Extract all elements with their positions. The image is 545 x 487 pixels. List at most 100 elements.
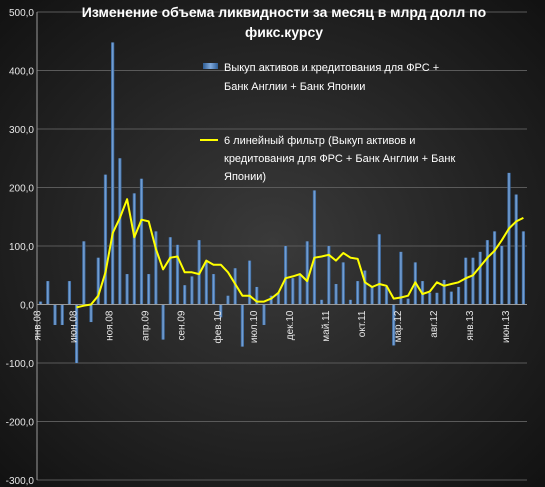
legend-bar-label: Выкуп активов и кредитования для ФРС +	[224, 62, 439, 74]
tick-labels: -300,0 -200,0 -100,0 0,0 100,0 200,0 300,0 400,…	[6, 8, 512, 487]
data-bar	[283, 246, 288, 305]
y-tick-label: 0,0	[20, 301, 34, 312]
data-bar	[183, 285, 187, 305]
data-bar	[211, 274, 216, 305]
y-tick-label: 200,0	[9, 184, 34, 195]
data-bar	[485, 240, 489, 305]
x-tick-label: май.11	[321, 310, 332, 342]
x-tick-label: фев.10	[212, 310, 224, 343]
data-bar	[233, 268, 237, 305]
x-tick-label: апр.09	[141, 310, 152, 341]
x-tick-label: окт.11	[357, 310, 368, 337]
y-tick-label: 400,0	[9, 67, 34, 78]
data-bar	[392, 304, 396, 346]
line-series	[76, 198, 524, 309]
data-bar	[168, 237, 172, 305]
data-bar	[67, 281, 72, 305]
data-bar	[154, 231, 158, 305]
data-bar	[514, 194, 518, 305]
data-bar	[370, 286, 374, 305]
data-bar	[298, 275, 302, 305]
x-tick-label: сен.09	[177, 310, 188, 340]
legend-bar-label: Банк Англии + Банк Японии	[224, 81, 365, 93]
data-bar	[521, 231, 526, 305]
data-bar	[46, 281, 50, 305]
data-bar	[464, 257, 468, 305]
data-bar	[103, 174, 108, 305]
data-bar	[471, 257, 475, 305]
data-bar	[75, 304, 79, 363]
data-bar	[96, 257, 100, 305]
data-bar	[82, 241, 86, 305]
x-tick-label: июн.08	[69, 310, 80, 343]
data-bar	[139, 178, 144, 305]
legend: Выкуп активов и кредитования для ФРС + Б…	[200, 62, 455, 183]
data-bar	[291, 278, 295, 305]
x-tick-label: мар.12	[393, 310, 404, 342]
data-bar	[247, 260, 252, 305]
chart-title-line: Изменение объема ликвидности за месяц в …	[82, 4, 486, 20]
data-bar	[147, 274, 151, 305]
x-tick-label: июл.10	[249, 310, 260, 343]
data-bar	[60, 304, 64, 325]
x-tick-label: авг.12	[429, 310, 440, 338]
y-tick-label: -200,0	[6, 418, 35, 429]
data-bar	[478, 251, 482, 305]
data-bar	[125, 274, 129, 305]
data-bar	[334, 284, 338, 305]
x-tick-label: янв.13	[465, 310, 476, 341]
data-bar	[442, 279, 446, 305]
data-bar	[428, 292, 432, 305]
data-bar	[377, 234, 381, 305]
legend-bar-swatch	[203, 63, 218, 69]
x-tick-label: ноя.08	[105, 310, 116, 341]
data-bar	[507, 172, 511, 305]
data-bar	[341, 262, 345, 305]
legend-line-label: Японии)	[224, 171, 266, 183]
data-bar	[399, 251, 403, 305]
legend-line-label: кредитования для ФРС + Банк Англии + Бан…	[224, 153, 455, 165]
data-bar	[269, 295, 273, 305]
data-bar	[190, 276, 194, 305]
moving-average-line	[76, 198, 524, 309]
data-bar	[38, 301, 43, 305]
chart-title: Изменение объема ликвидности за месяц в …	[82, 4, 486, 40]
x-tick-label: дек.10	[285, 310, 296, 340]
data-bar	[384, 286, 389, 305]
data-bar	[161, 304, 165, 340]
data-bar	[456, 286, 461, 305]
data-bar	[132, 193, 136, 305]
y-tick-label: 500,0	[9, 8, 34, 19]
data-bar	[262, 304, 266, 325]
y-tick-label: -300,0	[6, 476, 35, 487]
data-bar	[89, 304, 93, 323]
data-bar	[204, 262, 208, 305]
x-tick-label: июн.13	[501, 310, 512, 343]
data-bar	[240, 304, 244, 347]
data-bar	[305, 241, 309, 305]
bar-series	[38, 42, 526, 363]
data-bar	[226, 295, 230, 305]
axes	[36, 12, 527, 480]
data-bar	[492, 231, 497, 305]
chart-title-line: фикс.курсу	[245, 24, 323, 40]
data-bar	[53, 304, 57, 325]
data-bar	[312, 190, 317, 305]
data-bar	[111, 42, 115, 305]
data-bar	[406, 298, 410, 305]
y-tick-label: 100,0	[9, 242, 34, 253]
legend-line-label: 6 линейный фильтр (Выкуп активов и	[224, 135, 415, 147]
data-bar	[219, 304, 223, 318]
data-bar	[118, 158, 122, 305]
data-bar	[348, 299, 353, 305]
x-tick-label: янв.08	[33, 310, 44, 341]
data-bar	[435, 292, 439, 305]
data-bar	[320, 299, 324, 305]
data-bar	[327, 246, 331, 305]
data-bar	[500, 246, 504, 305]
data-bar	[449, 291, 453, 305]
data-bar	[356, 281, 360, 305]
data-bar	[276, 292, 281, 305]
